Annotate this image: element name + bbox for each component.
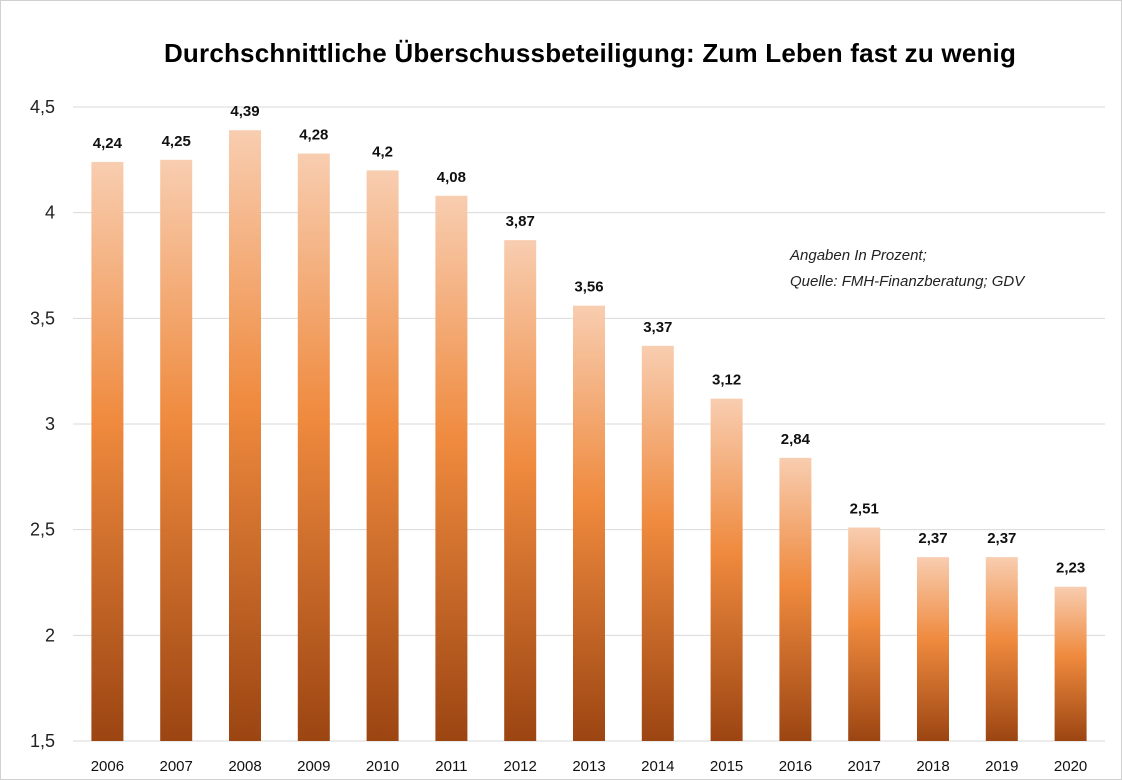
data-label-2010: 4,2 [372, 143, 393, 160]
data-label-2013: 3,56 [574, 279, 603, 296]
bar-2015 [710, 398, 743, 741]
y-tick-label: 4 [45, 203, 55, 223]
data-label-2006: 4,24 [93, 135, 123, 152]
y-tick-label: 2,5 [30, 520, 55, 540]
x-tick-label: 2016 [779, 758, 812, 775]
x-tick-label: 2008 [228, 758, 261, 775]
x-tick-label: 2011 [435, 758, 467, 775]
data-label-2007: 4,25 [162, 133, 191, 150]
x-tick-label: 2012 [504, 758, 537, 775]
bars [91, 130, 1087, 742]
x-tick-label: 2010 [366, 758, 399, 775]
data-label-2011: 4,08 [437, 169, 466, 186]
bar-2007 [160, 159, 193, 742]
x-tick-label: 2018 [916, 758, 949, 775]
bar-2010 [366, 170, 399, 741]
x-tick-label: 2015 [710, 758, 743, 775]
data-label-2018: 2,37 [918, 530, 947, 547]
y-tick-label: 3 [45, 414, 55, 434]
bar-2011 [435, 195, 468, 741]
bar-2006 [91, 161, 124, 742]
data-label-2017: 2,51 [850, 501, 879, 518]
bar-2008 [229, 130, 261, 741]
x-tick-label: 2009 [297, 758, 330, 775]
bar-2009 [297, 153, 330, 741]
chart-title: Durchschnittliche Überschussbeteiligung:… [163, 38, 1017, 68]
bar-2014 [641, 345, 674, 741]
data-label-2009: 4,28 [299, 126, 328, 143]
bar-2013 [573, 305, 605, 741]
y-tick-label: 3,5 [30, 308, 55, 328]
data-label-2019: 2,37 [987, 530, 1016, 547]
x-tick-label: 2013 [572, 758, 605, 775]
x-axis: 2006 2007 2008 2009 2010 2011 2012 2013 2014 2015… [91, 758, 1088, 775]
x-tick-label: 2007 [160, 758, 193, 775]
y-tick-label: 4,5 [30, 97, 55, 117]
data-label-2014: 3,37 [643, 319, 672, 336]
bar-2012 [504, 240, 537, 741]
data-label-2016: 2,84 [781, 431, 811, 448]
x-tick-label: 2020 [1054, 758, 1087, 775]
y-tick-label: 1,5 [30, 731, 55, 751]
x-tick-label: 2014 [641, 758, 674, 775]
bar-2020 [1054, 586, 1087, 741]
bar-2017 [848, 527, 881, 741]
y-axis: 1,5 2 2,5 3 3,5 4 4,5 [30, 97, 55, 751]
y-tick-label: 2 [45, 625, 55, 645]
bar-2019 [985, 557, 1018, 741]
data-label-2020: 2,23 [1056, 560, 1085, 577]
data-label-2015: 3,12 [712, 372, 741, 389]
chart-annotation-source: Quelle: FMH-Finanzberatung; GDV [790, 273, 1025, 290]
data-label-2012: 3,87 [506, 213, 535, 230]
x-tick-label: 2006 [91, 758, 124, 775]
bar-2018 [917, 557, 949, 741]
data-labels: 4,24 4,25 4,39 4,28 4,2 4,08 3,87 3,56 3,37 3,12 2… [93, 103, 1085, 576]
chart-annotation-unit: Angaben In Prozent; [790, 247, 927, 264]
data-label-2008: 4,39 [230, 103, 259, 120]
x-tick-label: 2017 [848, 758, 881, 775]
bar-2016 [779, 457, 812, 741]
x-tick-label: 2019 [985, 758, 1018, 775]
